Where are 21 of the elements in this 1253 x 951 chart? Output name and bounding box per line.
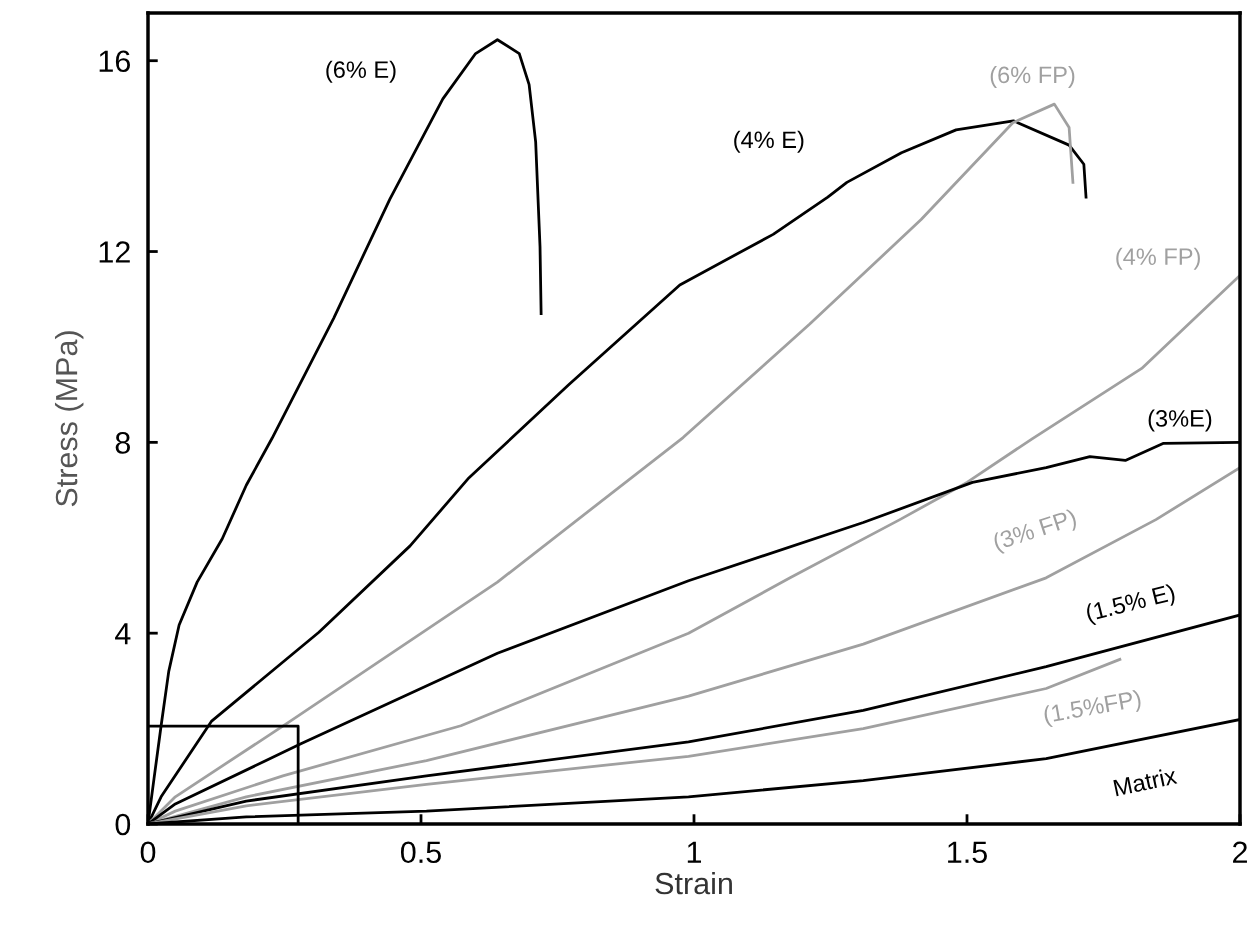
x-tick-label: 1 — [687, 841, 702, 863]
x-tick-label: 0 — [140, 841, 156, 864]
y-tick-label: 12 — [99, 241, 130, 263]
series-label: (3%E) — [1148, 409, 1212, 432]
text: (1.5% E) — [1085, 583, 1177, 626]
text: (1.5%FP) — [1043, 689, 1143, 728]
text: (6% E) — [326, 60, 396, 83]
y-tick-label: 8 — [115, 432, 131, 454]
x-tick-label: 2 — [1233, 841, 1247, 863]
y-tick-label: 0 — [115, 813, 131, 836]
series-label: (6% FP) — [990, 65, 1075, 88]
text: (4% E) — [734, 130, 804, 153]
text: Matrix — [1113, 766, 1178, 797]
y-tick-label: 16 — [99, 50, 130, 73]
x-tick-label: 0.5 — [400, 841, 441, 864]
x-tick-label: 1.5 — [948, 841, 987, 864]
x-axis-title: Strain — [655, 871, 732, 895]
series-label: (4% FP) — [1116, 247, 1200, 270]
text: (3% FP) — [992, 508, 1079, 555]
y-tick-label: 4 — [115, 623, 131, 645]
y-axis-title: Stress (MPa) — [54, 331, 84, 507]
